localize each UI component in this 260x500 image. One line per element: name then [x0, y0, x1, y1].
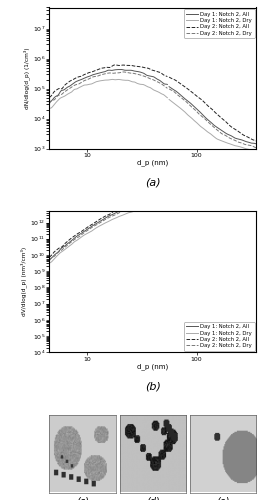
Day 1: Notch 2, All: (6.77, 1.17e+05): Notch 2, All: (6.77, 1.17e+05): [67, 84, 70, 89]
Y-axis label: dN/dlog(d_p) (1/cm³): dN/dlog(d_p) (1/cm³): [23, 48, 30, 109]
Day 1: Notch 2, All: (6.77, 5.7e+10): Notch 2, All: (6.77, 5.7e+10): [67, 240, 70, 246]
Day 1: Notch 2, All: (54, 1.38e+05): Notch 2, All: (54, 1.38e+05): [166, 82, 169, 87]
Day 1: Notch 2, Dry: (4.5, 3.13e+09): Notch 2, Dry: (4.5, 3.13e+09): [48, 260, 51, 266]
X-axis label: d_p (nm): d_p (nm): [137, 160, 168, 166]
Day 1: Notch 2, Dry: (12.6, 5.49e+11): Notch 2, Dry: (12.6, 5.49e+11): [97, 224, 100, 230]
Y-axis label: dV/dlog(d_p) (nm³/cm³): dV/dlog(d_p) (nm³/cm³): [21, 247, 27, 316]
Day 1: Notch 2, Dry: (16.8, 2.03e+05): Notch 2, Dry: (16.8, 2.03e+05): [110, 76, 114, 82]
Day 1: Notch 2, All: (54, 3.4e+13): Notch 2, All: (54, 3.4e+13): [166, 194, 169, 200]
Day 2: Notch 2, All: (12.2, 1.18e+12): Notch 2, All: (12.2, 1.18e+12): [95, 218, 98, 224]
Day 1: Notch 2, Dry: (12.6, 1.75e+05): Notch 2, Dry: (12.6, 1.75e+05): [97, 78, 100, 84]
Line: Day 2: Notch 2, All: Day 2: Notch 2, All: [49, 65, 167, 98]
Day 1: Notch 2, Dry: (12.2, 4.9e+11): Notch 2, Dry: (12.2, 4.9e+11): [95, 224, 98, 230]
Day 2: Notch 2, Dry: (54, 1.02e+05): Notch 2, Dry: (54, 1.02e+05): [166, 86, 169, 91]
Line: Day 1: Notch 2, Dry: Day 1: Notch 2, Dry: [49, 80, 167, 108]
Day 1: Notch 2, Dry: (54, 1.23e+13): Notch 2, Dry: (54, 1.23e+13): [166, 202, 169, 208]
Text: (b): (b): [145, 381, 161, 391]
Day 2: Notch 2, All: (18.9, 6.37e+12): Notch 2, All: (18.9, 6.37e+12): [116, 206, 119, 212]
Line: Day 2: Notch 2, Dry: Day 2: Notch 2, Dry: [49, 200, 167, 260]
Day 1: Notch 2, Dry: (6.77, 6.87e+04): Notch 2, Dry: (6.77, 6.87e+04): [67, 90, 70, 96]
Day 2: Notch 2, Dry: (18.9, 3.33e+05): Notch 2, Dry: (18.9, 3.33e+05): [116, 70, 119, 76]
Day 1: Notch 2, All: (12.6, 3.25e+05): Notch 2, All: (12.6, 3.25e+05): [97, 70, 100, 76]
Day 2: Notch 2, Dry: (12.6, 2.66e+05): Notch 2, Dry: (12.6, 2.66e+05): [97, 73, 100, 79]
Day 1: Notch 2, All: (25.3, 4.06e+05): Notch 2, All: (25.3, 4.06e+05): [130, 68, 133, 73]
Day 1: Notch 2, Dry: (18.9, 2.15e+12): Notch 2, Dry: (18.9, 2.15e+12): [116, 214, 119, 220]
Day 1: Notch 2, All: (4.5, 3.62e+04): Notch 2, All: (4.5, 3.62e+04): [48, 99, 51, 105]
Day 2: Notch 2, All: (54, 2.51e+05): Notch 2, All: (54, 2.51e+05): [166, 74, 169, 80]
Line: Day 1: Notch 2, All: Day 1: Notch 2, All: [49, 70, 167, 102]
Day 2: Notch 2, Dry: (12.6, 8.31e+11): Notch 2, Dry: (12.6, 8.31e+11): [97, 221, 100, 227]
Line: Day 2: Notch 2, All: Day 2: Notch 2, All: [49, 194, 167, 257]
Day 1: Notch 2, Dry: (48.9, 1.19e+13): Notch 2, Dry: (48.9, 1.19e+13): [161, 202, 164, 208]
Text: (c): (c): [76, 497, 89, 500]
X-axis label: d_p (nm): d_p (nm): [137, 363, 168, 370]
Day 2: Notch 2, All: (54, 6.22e+13): Notch 2, All: (54, 6.22e+13): [166, 190, 169, 196]
Day 2: Notch 2, Dry: (6.77, 4.78e+10): Notch 2, Dry: (6.77, 4.78e+10): [67, 241, 70, 247]
Day 2: Notch 2, Dry: (51.9, 2.55e+13): Notch 2, Dry: (51.9, 2.55e+13): [164, 196, 167, 202]
Day 1: Notch 2, Dry: (6.77, 3.35e+10): Notch 2, Dry: (6.77, 3.35e+10): [67, 244, 70, 250]
Day 1: Notch 2, All: (18.9, 4.59e+12): Notch 2, All: (18.9, 4.59e+12): [116, 209, 119, 215]
Day 2: Notch 2, Dry: (12.2, 7.33e+11): Notch 2, Dry: (12.2, 7.33e+11): [95, 222, 98, 228]
Day 2: Notch 2, Dry: (6.77, 9.8e+04): Notch 2, Dry: (6.77, 9.8e+04): [67, 86, 70, 92]
Day 1: Notch 2, All: (48.9, 2.85e+13): Notch 2, All: (48.9, 2.85e+13): [161, 196, 164, 202]
Day 1: Notch 2, Dry: (25.3, 1.72e+05): Notch 2, Dry: (25.3, 1.72e+05): [130, 78, 133, 84]
Day 2: Notch 2, All: (49.4, 2.93e+05): Notch 2, All: (49.4, 2.93e+05): [161, 72, 165, 78]
Day 2: Notch 2, All: (12.6, 4.33e+05): Notch 2, All: (12.6, 4.33e+05): [97, 66, 100, 72]
Day 2: Notch 2, Dry: (12.2, 2.56e+05): Notch 2, Dry: (12.2, 2.56e+05): [95, 74, 98, 80]
Day 2: Notch 2, All: (25.3, 5.91e+05): Notch 2, All: (25.3, 5.91e+05): [130, 62, 133, 68]
Day 1: Notch 2, All: (20.5, 4.32e+05): Notch 2, All: (20.5, 4.32e+05): [120, 66, 123, 72]
Day 1: Notch 2, All: (12.6, 1.02e+12): Notch 2, All: (12.6, 1.02e+12): [97, 220, 100, 226]
Day 1: Notch 2, Dry: (25, 4.3e+12): Notch 2, Dry: (25, 4.3e+12): [129, 209, 132, 215]
Day 2: Notch 2, Dry: (25, 8.1e+12): Notch 2, Dry: (25, 8.1e+12): [129, 205, 132, 211]
Day 2: Notch 2, Dry: (48.9, 2.47e+13): Notch 2, Dry: (48.9, 2.47e+13): [161, 197, 164, 203]
Day 2: Notch 2, Dry: (4.5, 3.22e+04): Notch 2, Dry: (4.5, 3.22e+04): [48, 100, 51, 106]
Day 1: Notch 2, All: (49.4, 1.51e+05): Notch 2, All: (49.4, 1.51e+05): [161, 80, 165, 86]
Day 2: Notch 2, All: (4.5, 5.07e+04): Notch 2, All: (4.5, 5.07e+04): [48, 94, 51, 100]
Day 1: Notch 2, Dry: (54, 4.98e+04): Notch 2, Dry: (54, 4.98e+04): [166, 94, 169, 100]
Day 2: Notch 2, All: (25, 1.46e+13): Notch 2, All: (25, 1.46e+13): [129, 200, 132, 206]
Day 1: Notch 2, All: (25, 1.01e+13): Notch 2, All: (25, 1.01e+13): [129, 203, 132, 209]
Legend: Day 1: Notch 2, All, Day 1: Notch 2, Dry, Day 2: Notch 2, All, Day 2: Notch 2, D: Day 1: Notch 2, All, Day 1: Notch 2, Dry…: [184, 9, 255, 38]
Day 2: Notch 2, All: (4.5, 7.26e+09): Notch 2, All: (4.5, 7.26e+09): [48, 254, 51, 260]
Day 2: Notch 2, All: (6.77, 8.17e+10): Notch 2, All: (6.77, 8.17e+10): [67, 237, 70, 243]
Day 2: Notch 2, Dry: (49.4, 1.31e+05): Notch 2, Dry: (49.4, 1.31e+05): [161, 82, 165, 88]
Day 2: Notch 2, All: (48.9, 5.52e+13): Notch 2, All: (48.9, 5.52e+13): [161, 191, 164, 197]
Line: Day 1: Notch 2, Dry: Day 1: Notch 2, Dry: [49, 205, 167, 263]
Day 2: Notch 2, Dry: (21.3, 3.59e+05): Notch 2, Dry: (21.3, 3.59e+05): [122, 69, 125, 75]
Day 2: Notch 2, All: (18, 6.16e+05): Notch 2, All: (18, 6.16e+05): [114, 62, 117, 68]
Legend: Day 1: Notch 2, All, Day 1: Notch 2, Dry, Day 2: Notch 2, All, Day 2: Notch 2, D: Day 1: Notch 2, All, Day 1: Notch 2, Dry…: [184, 322, 255, 351]
Day 1: Notch 2, All: (12.2, 3.14e+05): Notch 2, All: (12.2, 3.14e+05): [95, 70, 98, 76]
Day 1: Notch 2, All: (12.2, 8.97e+11): Notch 2, All: (12.2, 8.97e+11): [95, 220, 98, 226]
Text: (e): (e): [216, 497, 230, 500]
Day 2: Notch 2, All: (19.1, 5.94e+05): Notch 2, All: (19.1, 5.94e+05): [116, 62, 120, 68]
Day 2: Notch 2, Dry: (18.9, 3.55e+12): Notch 2, Dry: (18.9, 3.55e+12): [116, 210, 119, 216]
Day 1: Notch 2, Dry: (12.2, 1.71e+05): Notch 2, Dry: (12.2, 1.71e+05): [95, 78, 98, 84]
Day 2: Notch 2, Dry: (54, 2.52e+13): Notch 2, Dry: (54, 2.52e+13): [166, 196, 169, 202]
Day 2: Notch 2, Dry: (4.5, 4.6e+09): Notch 2, Dry: (4.5, 4.6e+09): [48, 258, 51, 264]
Day 1: Notch 2, Dry: (50.9, 1.23e+13): Notch 2, Dry: (50.9, 1.23e+13): [163, 202, 166, 208]
Day 1: Notch 2, All: (18.9, 4.3e+05): Notch 2, All: (18.9, 4.3e+05): [116, 66, 119, 72]
Text: (d): (d): [146, 497, 160, 500]
Line: Day 2: Notch 2, Dry: Day 2: Notch 2, Dry: [49, 72, 167, 104]
Day 2: Notch 2, All: (12.6, 1.35e+12): Notch 2, All: (12.6, 1.35e+12): [97, 218, 100, 224]
Line: Day 1: Notch 2, All: Day 1: Notch 2, All: [49, 198, 167, 260]
Day 1: Notch 2, All: (4.5, 5.18e+09): Notch 2, All: (4.5, 5.18e+09): [48, 256, 51, 262]
Day 1: Notch 2, Dry: (19.1, 2.02e+05): Notch 2, Dry: (19.1, 2.02e+05): [116, 76, 120, 82]
Day 2: Notch 2, All: (12.2, 4.14e+05): Notch 2, All: (12.2, 4.14e+05): [95, 67, 98, 73]
Text: (a): (a): [145, 178, 161, 188]
Day 1: Notch 2, Dry: (49.4, 6.41e+04): Notch 2, Dry: (49.4, 6.41e+04): [161, 92, 165, 98]
Day 2: Notch 2, All: (6.77, 1.67e+05): Notch 2, All: (6.77, 1.67e+05): [67, 79, 70, 85]
Day 2: Notch 2, Dry: (25.3, 3.28e+05): Notch 2, Dry: (25.3, 3.28e+05): [130, 70, 133, 76]
Day 1: Notch 2, Dry: (4.5, 2.19e+04): Notch 2, Dry: (4.5, 2.19e+04): [48, 106, 51, 112]
